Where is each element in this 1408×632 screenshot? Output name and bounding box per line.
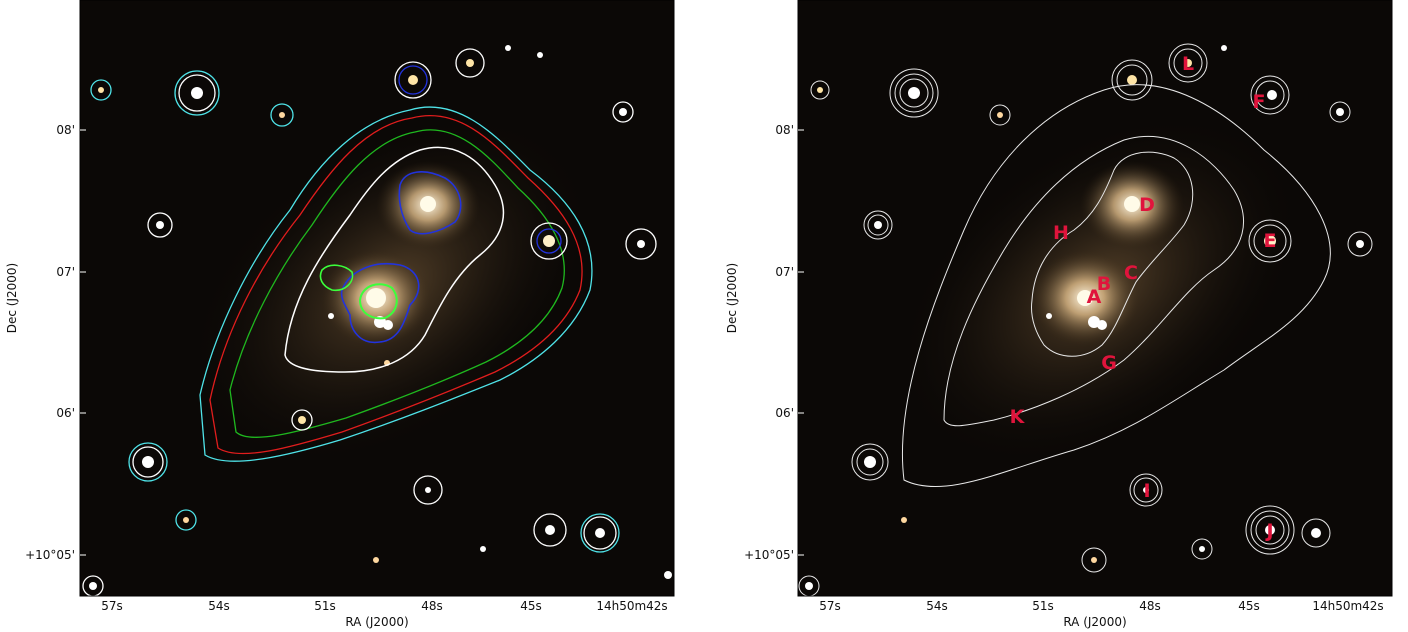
x-tick-label: 54s — [926, 599, 948, 613]
x-tick-label: 45s — [1238, 599, 1260, 613]
y-tick-label: 08' — [56, 123, 75, 137]
middle-contour — [943, 135, 1245, 427]
y-tick-label: +10°05' — [744, 548, 794, 562]
plot-frame — [79, 0, 675, 597]
sky-image — [80, 0, 674, 596]
x-tick-label: 54s — [208, 599, 230, 613]
x-ticks: 57s 54s 51s 48s 45s 14h50m42s — [819, 599, 1383, 613]
y-axis-label: Dec (J2000) — [5, 263, 19, 333]
bright-green-contour-2 — [319, 264, 354, 292]
right-figure: A B C D E F G H I J K L 08' 07' 06' +10°… — [725, 0, 1393, 629]
y-tick-label: 07' — [775, 265, 794, 279]
marker-k: K — [1010, 406, 1026, 428]
object-markers: A B C D E F G H I J K L — [1010, 53, 1277, 542]
x-axis-label: RA (J2000) — [345, 615, 408, 629]
right-panel: A B C D E F G H I J K L 08' 07' 06' +10°… — [704, 0, 1408, 632]
x-tick-label: 57s — [101, 599, 123, 613]
red-outer-contour — [209, 115, 583, 455]
x-tick-label: 14h50m42s — [596, 599, 667, 613]
x-tick-label: 48s — [421, 599, 443, 613]
left-panel: 08' 07' 06' +10°05' 57s 54s 51s 48s 45s … — [0, 0, 700, 632]
x-tick-label: 14h50m42s — [1312, 599, 1383, 613]
marker-g: G — [1101, 352, 1117, 374]
marker-e: E — [1264, 230, 1277, 252]
x-ticks: 57s 54s 51s 48s 45s 14h50m42s — [101, 599, 667, 613]
y-ticks: 08' 07' 06' +10°05' — [744, 123, 804, 562]
x-tick-label: 57s — [819, 599, 841, 613]
marker-d: D — [1139, 194, 1155, 216]
y-tick-label: 06' — [56, 406, 75, 420]
marker-f: F — [1253, 91, 1266, 113]
outer-contour — [901, 84, 1331, 488]
plot-frame — [797, 0, 1393, 597]
x-tick-label: 51s — [314, 599, 336, 613]
y-tick-label: 08' — [775, 123, 794, 137]
contour-overlay — [82, 48, 657, 597]
marker-c: C — [1124, 262, 1138, 284]
y-tick-label: +10°05' — [25, 548, 75, 562]
y-tick-label: 07' — [56, 265, 75, 279]
bright-green-contour — [358, 283, 398, 320]
marker-l: L — [1182, 53, 1194, 75]
blue-contour-lower — [340, 263, 420, 344]
x-tick-label: 48s — [1139, 599, 1161, 613]
white-inner-contour — [284, 146, 505, 373]
x-tick-label: 45s — [520, 599, 542, 613]
marker-h: H — [1053, 222, 1069, 244]
sky-image — [798, 0, 1392, 596]
x-axis-label: RA (J2000) — [1063, 615, 1126, 629]
y-axis-label: Dec (J2000) — [725, 263, 739, 333]
marker-i: I — [1143, 480, 1150, 502]
y-ticks: 08' 07' 06' +10°05' — [25, 123, 86, 562]
marker-b: B — [1097, 273, 1111, 295]
marker-a: A — [1087, 286, 1102, 308]
marker-j: J — [1264, 520, 1273, 542]
cyan-outer-contour — [199, 106, 593, 462]
inner-contour — [1031, 151, 1194, 357]
left-figure: 08' 07' 06' +10°05' 57s 54s 51s 48s 45s … — [5, 0, 675, 629]
x-tick-label: 51s — [1032, 599, 1054, 613]
blue-contour-upper — [398, 171, 462, 235]
green-outer-contour — [229, 129, 565, 438]
y-tick-label: 06' — [775, 406, 794, 420]
